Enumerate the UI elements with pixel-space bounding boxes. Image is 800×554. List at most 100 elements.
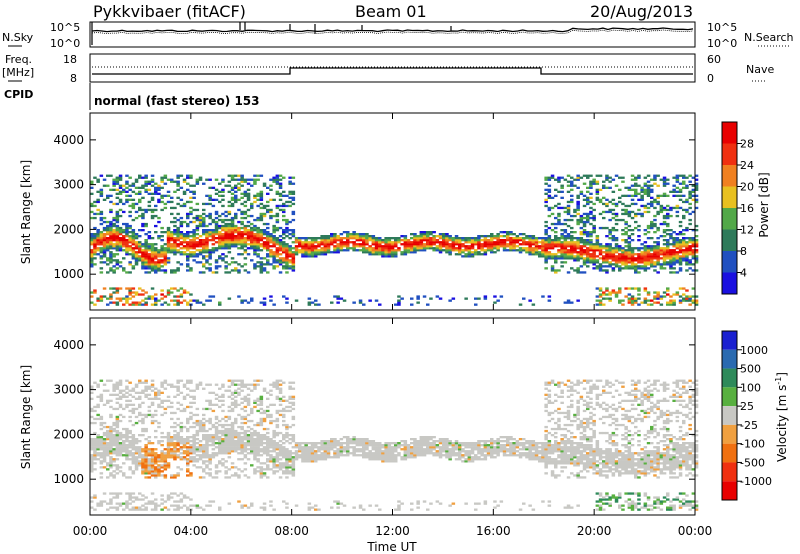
power-pixel [192,247,196,250]
power-pixel [195,226,200,230]
power-pixel [202,212,206,216]
power-pixel [192,243,196,246]
velocity-pixel [112,450,116,453]
power-pixel [589,210,593,214]
velocity-pixel [250,442,254,445]
power-pixel [186,269,190,272]
colorbar-swatch [722,208,737,230]
power-pixel [694,295,699,298]
power-pixel [128,287,132,290]
power-pixel [650,202,654,206]
colorbar-swatch [722,165,737,187]
power-pixel [320,243,324,246]
power-pixel [221,224,225,228]
velocity-pixel [125,385,129,388]
power-pixel [266,243,270,246]
velocity-pixel [179,446,184,449]
power-pixel [250,243,254,246]
power-pixel [627,293,632,296]
power-pixel [99,222,104,226]
power-pixel [659,206,664,210]
power-pixel [627,235,632,238]
power-pixel [314,255,318,258]
power-pixel [272,235,276,238]
power-pixel [288,229,292,232]
velocity-pixel [144,393,148,396]
power-pixel [608,229,612,232]
power-pixel [675,214,680,218]
power-pixel [301,251,305,254]
power-pixel [557,180,561,183]
power-pixel [122,249,126,252]
power-pixel [646,231,651,234]
power-pixel [685,251,689,254]
power-pixel [166,291,171,294]
power-pixel [605,226,609,230]
power-pixel [426,247,430,250]
power-pixel [208,194,212,197]
power-pixel [282,267,286,270]
power-pixel [240,210,244,214]
power-pixel [262,184,267,187]
power-pixel [154,255,158,258]
power-pixel [176,212,180,216]
power-pixel [595,182,600,185]
power-pixel [688,267,692,270]
power-pixel [147,271,152,274]
power-pixel [112,202,116,206]
power-pixel [342,243,347,246]
power-pixel [278,253,283,256]
power-pixel [259,190,264,193]
power-pixel [624,255,628,258]
power-pixel [582,216,587,220]
power-pixel [147,231,152,234]
power-pixel [413,233,417,236]
power-pixel [685,198,689,201]
power-pixel [573,259,577,262]
power-pixel [339,297,344,300]
power-pixel [624,245,628,248]
power-pixel [262,301,267,304]
power-pixel [214,198,219,201]
power-pixel [682,257,686,260]
power-pixel [602,196,606,199]
power-pixel [112,182,116,185]
velocity-pixel [227,423,232,427]
power-pixel [403,249,408,252]
power-pixel [582,241,587,244]
power-pixel [269,214,273,218]
power-pixel [643,190,648,193]
power-pixel [470,251,475,254]
velocity-pixel [128,492,132,495]
velocity-pixel [128,452,132,455]
power-pixel [109,261,113,264]
power-pixel [554,239,558,242]
power-pixel [630,267,635,270]
power-pixel [208,231,212,234]
power-pixel [694,245,699,248]
power-pixel [691,190,696,193]
velocity-pixel [96,417,100,421]
power-pixel [160,200,164,204]
velocity-pixel [173,492,177,495]
velocity-pixel [102,438,107,441]
power-pixel [256,231,260,234]
power-pixel [675,180,680,183]
power-pixel [582,174,587,177]
power-pixel [96,233,100,236]
power-pixel [650,220,654,224]
power-pixel [208,255,212,258]
velocity-pixel [205,464,209,467]
power-pixel [115,261,120,264]
velocity-pixel [144,466,148,469]
power-pixel [563,247,568,250]
velocity-pixel [211,403,216,406]
power-pixel [592,259,596,262]
power-pixel [298,251,302,254]
power-pixel [224,261,228,264]
power-pixel [595,196,600,199]
power-pixel [694,251,699,254]
power-pixel [234,231,238,234]
power-pixel [467,241,472,244]
power-pixel [352,237,356,240]
